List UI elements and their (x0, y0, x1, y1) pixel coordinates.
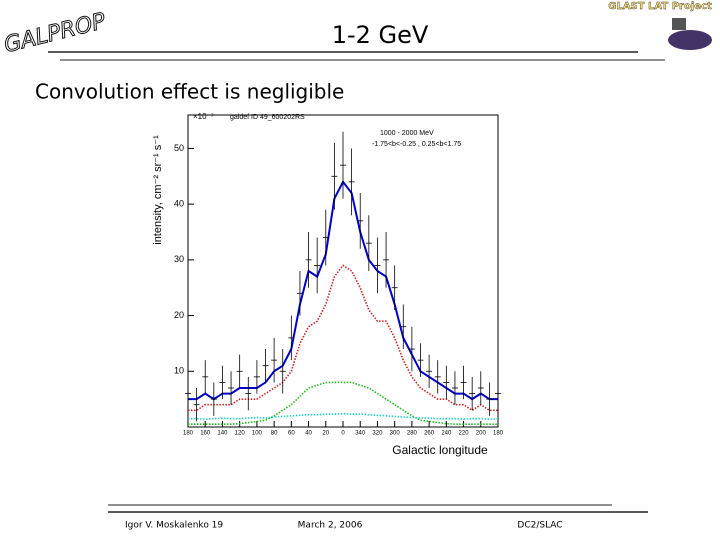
x-tick-label: 100 (252, 431, 263, 437)
y-tick-label: 10 (174, 366, 184, 376)
y-tick-label: 40 (174, 199, 184, 209)
series-line (188, 412, 499, 421)
x-tick-label: 40 (305, 431, 312, 437)
x-tick-label: 160 (200, 431, 211, 437)
x-tick-label: 200 (476, 431, 487, 437)
x-tick-label: 20 (322, 431, 329, 437)
x-tick-label: 60 (288, 431, 295, 437)
y-scale-label: ×10⁻⁷ (193, 112, 214, 121)
x-tick-label: 0 (341, 431, 345, 437)
x-tick-label: 340 (355, 431, 366, 437)
annotation: galdef ID 49_600202RS (230, 114, 305, 121)
footer-author: Igor V. Moskalenko 19 (125, 521, 223, 531)
x-tick-label: 280 (407, 431, 418, 437)
subtitle: Convolution effect is negligible (35, 80, 344, 104)
x-tick-label: 320 (372, 431, 383, 437)
x-axis-label: Galactic longitude (392, 443, 488, 457)
x-tick-label: 260 (424, 431, 435, 437)
footer-venue: DC2/SLAC (517, 521, 562, 531)
series-line (188, 381, 498, 426)
x-tick-label: 220 (459, 431, 470, 437)
y-tick-label: 50 (174, 143, 184, 153)
y-tick-label: 20 (174, 310, 184, 320)
slide-title: 1-2 GeV (332, 21, 429, 49)
x-tick-label: 180 (183, 431, 194, 437)
x-tick-label: 180 (493, 431, 504, 437)
annotation: 1000 - 2000 MeV (380, 130, 434, 137)
y-tick-label: 30 (174, 254, 184, 264)
logo-icon (672, 18, 686, 30)
x-tick-label: 80 (271, 431, 278, 437)
footer-date: March 2, 2006 (298, 521, 363, 531)
y-axis-label: intensity, cm⁻² sr⁻¹ s⁻¹ (152, 135, 164, 245)
project-label: GLAST LAT Project (608, 1, 712, 12)
x-tick-label: 120 (235, 431, 246, 437)
x-tick-label: 140 (217, 431, 228, 437)
annotation: -1.75<b<-0.25 , 0.25<b<1.75 (372, 141, 461, 148)
x-tick-label: 240 (441, 431, 452, 437)
logo-icon (668, 30, 712, 50)
x-tick-label: 300 (390, 431, 401, 437)
